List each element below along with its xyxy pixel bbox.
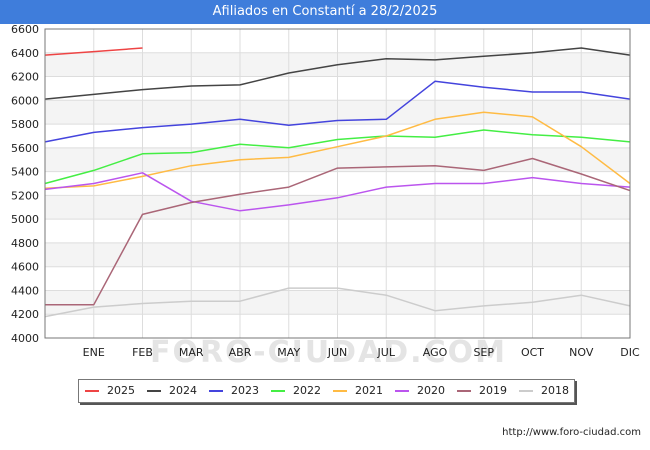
legend-swatch [147, 390, 161, 392]
x-tick-label: JUN [327, 346, 348, 359]
x-tick-label: FEB [132, 346, 153, 359]
y-tick-label: 6400 [11, 47, 39, 60]
series-line-2019 [45, 157, 631, 306]
legend: 2025 2024 2023 2022 2021 2020 2019 2018 [78, 379, 575, 403]
series-line-2021 [44, 111, 631, 190]
legend-swatch [457, 390, 471, 392]
watermark: FORO-CIUDAD.COM [150, 335, 507, 370]
series-line-2024 [44, 47, 631, 100]
y-tick-label: 6200 [11, 71, 39, 84]
legend-label: 2019 [479, 384, 507, 397]
y-tick-label: 5800 [11, 118, 39, 131]
y-tick-label: 5600 [11, 142, 39, 155]
y-tick-label: 5000 [11, 213, 39, 226]
legend-label: 2021 [355, 384, 383, 397]
x-tick-label: MAY [277, 346, 300, 359]
legend-label: 2025 [107, 384, 135, 397]
x-tick-label: OCT [521, 346, 544, 359]
y-tick-label: 4600 [11, 261, 39, 274]
legend-label: 2024 [169, 384, 197, 397]
series-line-2025 [44, 47, 143, 56]
y-tick-label: 4200 [11, 308, 39, 321]
chart-title: Afiliados en Constantí a 28/2/2025 [0, 0, 650, 24]
series-line-2023 [44, 80, 631, 143]
x-tick-label: JUL [377, 346, 396, 359]
legend-label: 2023 [231, 384, 259, 397]
y-tick-label: 5400 [11, 166, 39, 179]
legend-label: 2020 [417, 384, 445, 397]
legend-swatch [85, 390, 99, 392]
legend-swatch [271, 390, 285, 392]
series-line-2020 [44, 172, 631, 212]
legend-swatch [333, 390, 347, 392]
legend-label: 2018 [541, 384, 569, 397]
x-tick-label: ABR [229, 346, 252, 359]
x-tick-label: AGO [423, 346, 448, 359]
source-link[interactable]: http://www.foro-ciudad.com [502, 427, 641, 438]
series-lines [44, 47, 631, 318]
y-tick-label: 4400 [11, 284, 39, 297]
y-tick-label: 6600 [11, 23, 39, 36]
x-tick-label: NOV [569, 346, 594, 359]
y-tick-label: 5200 [11, 189, 39, 202]
y-tick-label: 4800 [11, 237, 39, 250]
series-line-2022 [44, 129, 631, 185]
x-tick-label: ENE [83, 346, 105, 359]
plot-frame [44, 28, 631, 339]
legend-swatch [519, 390, 533, 392]
x-tick-label: SEP [473, 346, 494, 359]
y-axis-ticks: 4000 4200 4400 4600 4800 5000 5200 5400 5600 5800… [11, 23, 39, 345]
x-axis-ticks: ENE FEB MAR ABR MAY JUN JUL AGO SEP OCT NOV DIC [83, 346, 640, 359]
legend-swatch [209, 390, 223, 392]
series-line-2018 [44, 287, 631, 318]
legend-label: 2022 [293, 384, 321, 397]
legend-swatch [395, 390, 409, 392]
y-tick-label: 6000 [11, 94, 39, 107]
y-tick-label: 4000 [11, 332, 39, 345]
x-tick-label: MAR [179, 346, 204, 359]
x-tick-label: DIC [620, 346, 640, 359]
